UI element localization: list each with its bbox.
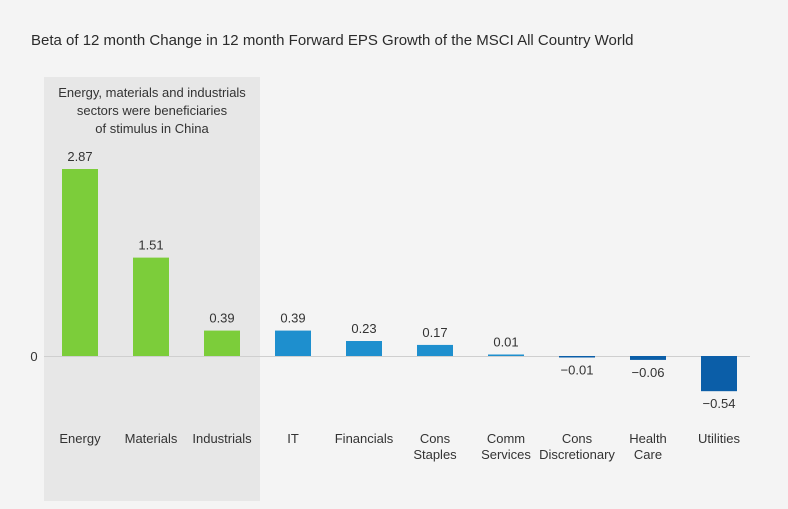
category-label: Health bbox=[629, 431, 667, 446]
category-label: Energy bbox=[59, 431, 101, 446]
data-label: 0.39 bbox=[280, 311, 305, 326]
bar-cons-discretionary bbox=[559, 356, 595, 358]
category-label: Materials bbox=[125, 431, 178, 446]
chart-title: Beta of 12 month Change in 12 month Forw… bbox=[31, 32, 634, 49]
bar-cons-staples bbox=[417, 344, 453, 356]
category-label: Care bbox=[634, 447, 662, 462]
category-label: Staples bbox=[413, 447, 457, 462]
bar-it bbox=[275, 330, 311, 356]
category-label: Discretionary bbox=[539, 447, 615, 462]
category-label: Services bbox=[481, 447, 531, 462]
bar-financials bbox=[346, 341, 382, 356]
data-label: 0.39 bbox=[209, 311, 234, 326]
category-label: Utilities bbox=[698, 431, 740, 446]
data-label: 0.01 bbox=[493, 335, 518, 350]
category-label: Financials bbox=[335, 431, 394, 446]
category-label: Comm bbox=[487, 431, 525, 446]
highlight-annotation-line: of stimulus in China bbox=[95, 121, 209, 136]
data-label: 1.51 bbox=[138, 238, 163, 253]
bar-materials bbox=[133, 257, 169, 356]
bar-industrials bbox=[204, 330, 240, 356]
bar-utilities bbox=[701, 356, 737, 392]
data-label: −0.06 bbox=[632, 365, 665, 380]
data-label: −0.01 bbox=[561, 363, 594, 378]
category-label: Cons bbox=[562, 431, 593, 446]
category-label: Industrials bbox=[192, 431, 252, 446]
highlight-annotation-line: Energy, materials and industrials bbox=[58, 85, 246, 100]
data-label: 0.17 bbox=[422, 325, 447, 340]
highlight-annotation-line: sectors were beneficiaries bbox=[77, 103, 228, 118]
bar-comm-services bbox=[488, 354, 524, 356]
data-label: 2.87 bbox=[67, 149, 92, 164]
data-label: −0.54 bbox=[703, 396, 736, 411]
category-label: Cons bbox=[420, 431, 451, 446]
y-tick-label-zero: 0 bbox=[30, 349, 37, 364]
category-label: IT bbox=[287, 431, 299, 446]
data-label: 0.23 bbox=[351, 321, 376, 336]
bar-energy bbox=[62, 169, 98, 356]
bar-health-care bbox=[630, 356, 666, 360]
